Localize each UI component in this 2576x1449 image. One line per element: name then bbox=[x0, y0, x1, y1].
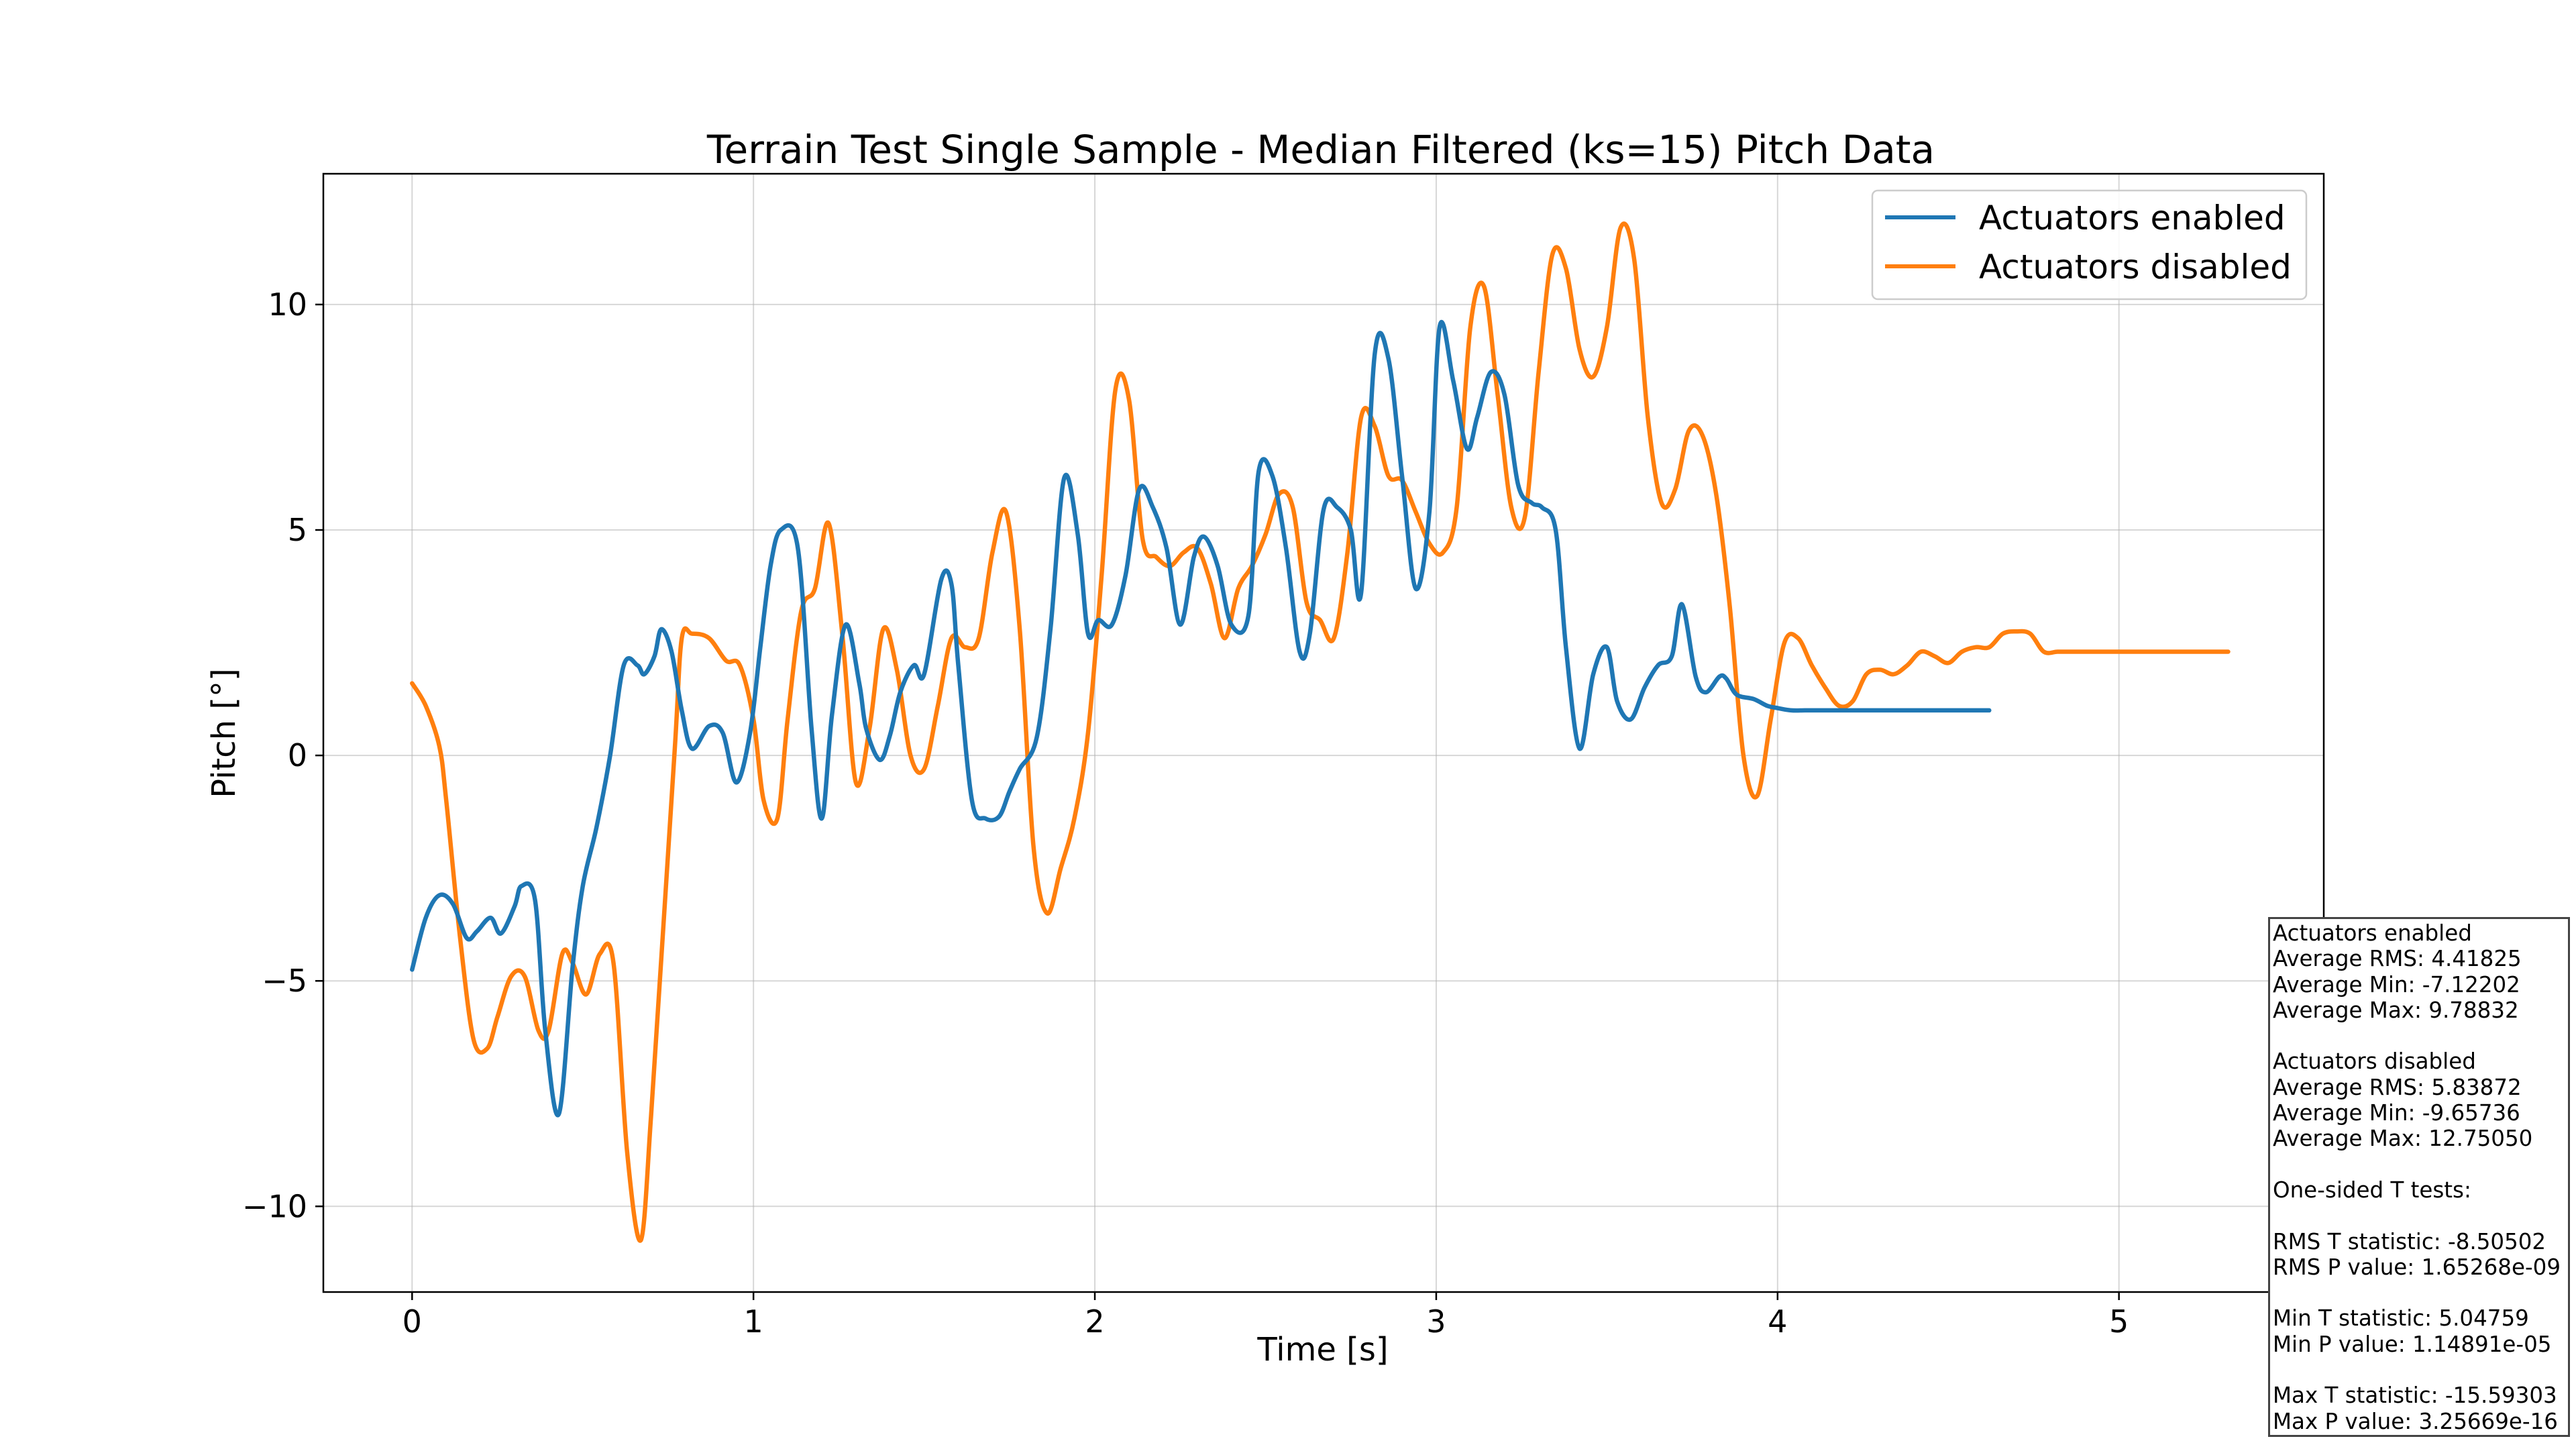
stats-line: Max T statistic: -15.59303 bbox=[2273, 1383, 2557, 1409]
stats-line: Average Max: 9.78832 bbox=[2273, 997, 2519, 1023]
legend-label-actuators-disabled: Actuators disabled bbox=[1979, 248, 2292, 286]
stats-line: Min T statistic: 5.04759 bbox=[2273, 1305, 2529, 1332]
statistics-text-box: Actuators enabled Average RMS: 4.41825 Ave… bbox=[2268, 917, 2570, 1437]
y-axis-label: Pitch [°] bbox=[205, 668, 243, 798]
y-tick-label: −5 bbox=[262, 963, 307, 999]
legend: Actuators enabled Actuators disabled bbox=[1871, 189, 2308, 301]
y-tick-label: 5 bbox=[288, 512, 307, 548]
chart-title: Terrain Test Single Sample - Median Filt… bbox=[706, 127, 1935, 172]
stats-line: Actuators disabled bbox=[2273, 1049, 2476, 1075]
stats-line bbox=[2273, 1203, 2565, 1228]
x-tick-label: 4 bbox=[1768, 1303, 1787, 1340]
stats-line bbox=[2273, 1023, 2565, 1049]
stats-line: RMS P value: 1.65268e-09 bbox=[2273, 1254, 2561, 1280]
stats-line: Average Min: -9.65736 bbox=[2273, 1100, 2520, 1126]
stats-line: Average Max: 12.75050 bbox=[2273, 1126, 2533, 1152]
x-tick-label: 1 bbox=[744, 1303, 763, 1340]
grid-lines bbox=[323, 174, 2324, 1292]
x-tick-label: 3 bbox=[1426, 1303, 1446, 1340]
stats-line: Average RMS: 4.41825 bbox=[2273, 946, 2522, 972]
stats-line bbox=[2273, 1280, 2565, 1305]
stats-line: RMS T statistic: -8.50502 bbox=[2273, 1228, 2546, 1254]
x-axis-label: Time [s] bbox=[1256, 1331, 1388, 1368]
stats-line: Average RMS: 5.83872 bbox=[2273, 1074, 2522, 1100]
stats-line: One-sided T tests: bbox=[2273, 1177, 2471, 1203]
stats-line: Actuators enabled bbox=[2273, 920, 2472, 946]
stats-line bbox=[2273, 1357, 2565, 1383]
y-tick-label: 0 bbox=[288, 737, 307, 773]
stats-line: Min P value: 1.14891e-05 bbox=[2273, 1331, 2552, 1357]
x-tick-label: 0 bbox=[402, 1303, 422, 1340]
x-tick-label: 5 bbox=[2109, 1303, 2129, 1340]
stats-line: Average Min: -7.12202 bbox=[2273, 971, 2520, 998]
y-tick-label: 10 bbox=[268, 286, 307, 323]
legend-frame bbox=[1871, 189, 2308, 301]
stats-line: Max P value: 3.25669e-16 bbox=[2273, 1408, 2558, 1434]
plot-frame bbox=[322, 172, 2325, 1293]
series-layer bbox=[410, 221, 2231, 1243]
legend-label-actuators-enabled: Actuators enabled bbox=[1979, 199, 2286, 237]
y-tick-label: −10 bbox=[242, 1188, 307, 1224]
series-line-actuators-enabled bbox=[410, 319, 1992, 1118]
x-tick-label: 2 bbox=[1085, 1303, 1104, 1340]
stats-line bbox=[2273, 1152, 2565, 1177]
axis-ticks: 0 1 2 3 4 5 −10 −5 0 5 10 bbox=[242, 286, 2129, 1340]
